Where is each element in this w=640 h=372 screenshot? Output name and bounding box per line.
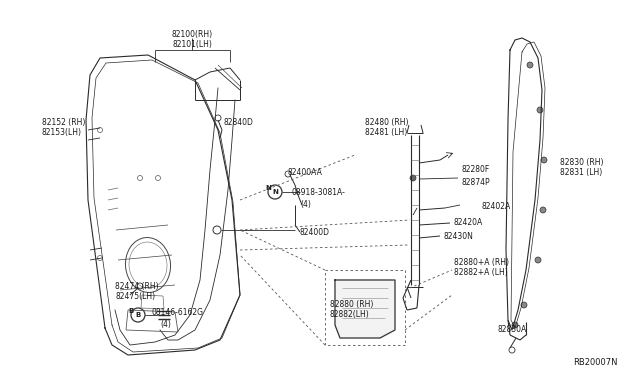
Text: B: B — [136, 312, 141, 318]
Text: 82400D: 82400D — [300, 228, 330, 237]
Text: 82830 (RH)
82831 (LH): 82830 (RH) 82831 (LH) — [560, 158, 604, 177]
Circle shape — [521, 302, 527, 308]
Circle shape — [410, 175, 416, 181]
Polygon shape — [335, 280, 395, 338]
Text: 82840D: 82840D — [224, 118, 254, 127]
Text: 82420A: 82420A — [454, 218, 483, 227]
Text: 82880 (RH)
82882(LH): 82880 (RH) 82882(LH) — [330, 300, 373, 320]
Circle shape — [535, 257, 541, 263]
Text: (4): (4) — [160, 320, 171, 329]
Text: 82830A: 82830A — [498, 325, 527, 334]
Text: 82100(RH)
82101(LH): 82100(RH) 82101(LH) — [172, 30, 212, 49]
Text: 82400AA: 82400AA — [288, 168, 323, 177]
Text: (4): (4) — [300, 200, 311, 209]
Circle shape — [540, 207, 546, 213]
Text: 82874P: 82874P — [462, 178, 491, 187]
Circle shape — [537, 107, 543, 113]
Text: 82280F: 82280F — [462, 165, 490, 174]
Circle shape — [512, 322, 518, 328]
Text: 82474 (RH)
82475(LH): 82474 (RH) 82475(LH) — [115, 282, 159, 301]
Text: 82480 (RH)
82481 (LH): 82480 (RH) 82481 (LH) — [365, 118, 408, 137]
Text: 82880+A (RH)
82882+A (LH): 82880+A (RH) 82882+A (LH) — [454, 258, 509, 278]
Text: 82430N: 82430N — [443, 232, 473, 241]
Circle shape — [541, 157, 547, 163]
Text: 82402A: 82402A — [482, 202, 511, 211]
Text: RB20007N: RB20007N — [573, 358, 618, 367]
Text: 08918-3081A-: 08918-3081A- — [292, 188, 346, 197]
Text: N: N — [265, 185, 271, 191]
Text: N: N — [272, 189, 278, 195]
Text: 82152 (RH)
82153(LH): 82152 (RH) 82153(LH) — [42, 118, 85, 137]
Text: 08146-6162G: 08146-6162G — [152, 308, 204, 317]
Circle shape — [527, 62, 533, 68]
Text: B: B — [129, 308, 134, 314]
